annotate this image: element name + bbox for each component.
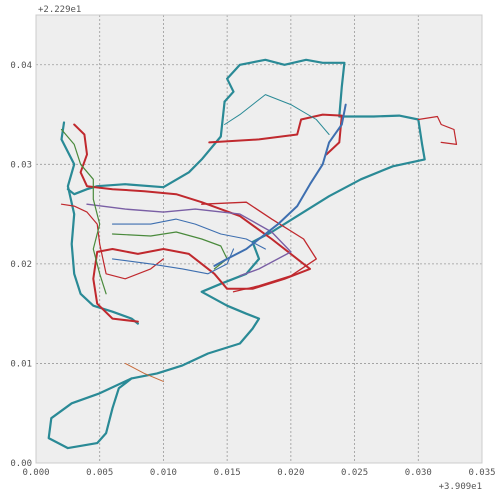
track-red [73, 123, 311, 323]
track-red [60, 203, 164, 280]
track-orange [124, 362, 164, 382]
x-tick-label: 0.025 [341, 468, 368, 478]
x-tick-label: 0.000 [22, 468, 49, 478]
x-tick-label: 0.035 [468, 468, 495, 478]
track-green [60, 128, 107, 295]
track-red [201, 201, 317, 293]
track-teal [66, 100, 226, 196]
y-tick-labels: 0.00 0.01 0.02 0.03 0.04 [10, 61, 32, 469]
track-blue [111, 248, 235, 275]
x-offset-label: +3.909e1 [439, 482, 482, 492]
track-red [417, 115, 458, 145]
tracks [47, 58, 458, 450]
y-tick-label: 0.01 [10, 359, 32, 369]
y-tick-label: 0.02 [10, 260, 32, 270]
y-tick-label: 0.04 [10, 61, 32, 71]
track-teal [60, 121, 139, 325]
plot-frame [35, 14, 483, 464]
track-teal [224, 94, 330, 135]
y-tick-label: 0.00 [10, 459, 32, 469]
track-blue [213, 103, 347, 267]
track-blue [111, 218, 266, 250]
x-tick-label: 0.020 [277, 468, 304, 478]
gridlines [36, 15, 482, 463]
track-teal [47, 58, 426, 450]
y-tick-label: 0.03 [10, 160, 32, 170]
x-tick-labels: 0.000 0.005 0.010 0.015 0.020 0.025 0.030 0.035 [22, 468, 495, 478]
track-purple [86, 203, 292, 277]
x-tick-label: 0.005 [86, 468, 113, 478]
x-tick-label: 0.030 [405, 468, 432, 478]
x-tick-label: 0.010 [150, 468, 177, 478]
x-tick-label: 0.015 [214, 468, 241, 478]
y-offset-label: +2.229e1 [38, 5, 81, 15]
